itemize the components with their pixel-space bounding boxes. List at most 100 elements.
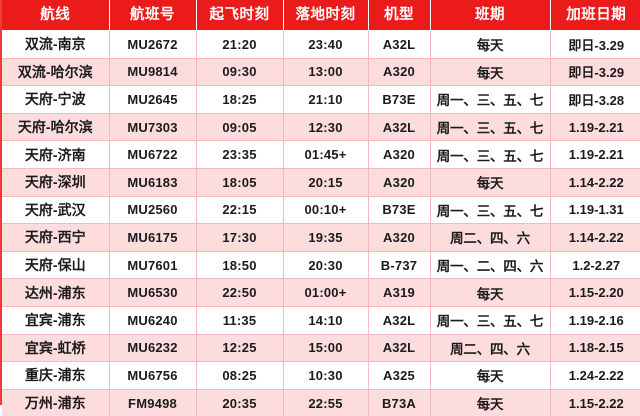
cell-arrival-time: 21:10 bbox=[283, 86, 368, 114]
cell-flight-no: MU6175 bbox=[109, 224, 196, 252]
column-header-period: 加班日期 bbox=[550, 0, 640, 31]
cell-departure-time: 11:35 bbox=[196, 306, 283, 334]
cell-extra-flight-period: 即日-3.29 bbox=[550, 31, 640, 59]
cell-route: 天府-深圳 bbox=[2, 168, 109, 196]
cell-flight-no: MU6530 bbox=[109, 279, 196, 307]
cell-operating-days: 每天 bbox=[430, 58, 550, 86]
cell-route: 宜宾-虹桥 bbox=[2, 334, 109, 362]
column-header-aircraft: 机型 bbox=[368, 0, 430, 31]
cell-arrival-time: 22:55 bbox=[283, 389, 368, 416]
cell-departure-time: 18:50 bbox=[196, 251, 283, 279]
cell-extra-flight-period: 1.19-1.31 bbox=[550, 196, 640, 224]
cell-aircraft-type: A319 bbox=[368, 279, 430, 307]
cell-operating-days: 每天 bbox=[430, 389, 550, 416]
cell-departure-time: 18:25 bbox=[196, 86, 283, 114]
cell-aircraft-type: A320 bbox=[368, 168, 430, 196]
cell-route: 宜宾-浦东 bbox=[2, 306, 109, 334]
cell-extra-flight-period: 1.24-2.22 bbox=[550, 362, 640, 390]
column-header-flight-no: 航班号 bbox=[109, 0, 196, 31]
cell-flight-no: MU9814 bbox=[109, 58, 196, 86]
cell-route: 天府-西宁 bbox=[2, 224, 109, 252]
cell-extra-flight-period: 1.19-2.16 bbox=[550, 306, 640, 334]
cell-operating-days: 周一、三、五、七 bbox=[430, 306, 550, 334]
cell-departure-time: 17:30 bbox=[196, 224, 283, 252]
cell-aircraft-type: B-737 bbox=[368, 251, 430, 279]
cell-operating-days: 周一、三、五、七 bbox=[430, 113, 550, 141]
cell-arrival-time: 19:35 bbox=[283, 224, 368, 252]
cell-extra-flight-period: 1.2-2.27 bbox=[550, 251, 640, 279]
cell-aircraft-type: A32L bbox=[368, 334, 430, 362]
cell-extra-flight-period: 1.14-2.22 bbox=[550, 168, 640, 196]
cell-operating-days: 每天 bbox=[430, 362, 550, 390]
table-header: 航线 航班号 起飞时刻 落地时刻 机型 班期 加班日期 bbox=[2, 0, 640, 31]
cell-operating-days: 周一、三、五、七 bbox=[430, 86, 550, 114]
cell-flight-no: MU6722 bbox=[109, 141, 196, 169]
cell-route: 万州-浦东 bbox=[2, 389, 109, 416]
column-header-arrival: 落地时刻 bbox=[283, 0, 368, 31]
cell-aircraft-type: B73E bbox=[368, 86, 430, 114]
cell-departure-time: 12:25 bbox=[196, 334, 283, 362]
cell-departure-time: 23:35 bbox=[196, 141, 283, 169]
cell-flight-no: MU7601 bbox=[109, 251, 196, 279]
cell-route: 天府-济南 bbox=[2, 141, 109, 169]
cell-route: 天府-武汉 bbox=[2, 196, 109, 224]
cell-extra-flight-period: 1.19-2.21 bbox=[550, 141, 640, 169]
cell-arrival-time: 20:15 bbox=[283, 168, 368, 196]
cell-flight-no: MU2645 bbox=[109, 86, 196, 114]
cell-flight-no: FM9498 bbox=[109, 389, 196, 416]
cell-flight-no: MU6756 bbox=[109, 362, 196, 390]
cell-extra-flight-period: 1.18-2.15 bbox=[550, 334, 640, 362]
cell-extra-flight-period: 1.14-2.22 bbox=[550, 224, 640, 252]
cell-aircraft-type: B73A bbox=[368, 389, 430, 416]
cell-extra-flight-period: 1.19-2.21 bbox=[550, 113, 640, 141]
cell-arrival-time: 01:45+ bbox=[283, 141, 368, 169]
cell-departure-time: 22:50 bbox=[196, 279, 283, 307]
cell-route: 重庆-浦东 bbox=[2, 362, 109, 390]
column-header-departure: 起飞时刻 bbox=[196, 0, 283, 31]
cell-flight-no: MU6240 bbox=[109, 306, 196, 334]
cell-extra-flight-period: 1.15-2.22 bbox=[550, 389, 640, 416]
cell-arrival-time: 10:30 bbox=[283, 362, 368, 390]
cell-aircraft-type: A325 bbox=[368, 362, 430, 390]
cell-arrival-time: 15:00 bbox=[283, 334, 368, 362]
cell-extra-flight-period: 即日-3.29 bbox=[550, 58, 640, 86]
cell-aircraft-type: A32L bbox=[368, 31, 430, 59]
cell-arrival-time: 13:00 bbox=[283, 58, 368, 86]
cell-aircraft-type: A320 bbox=[368, 141, 430, 169]
cell-route: 天府-哈尔滨 bbox=[2, 113, 109, 141]
cell-departure-time: 08:25 bbox=[196, 362, 283, 390]
cell-extra-flight-period: 即日-3.28 bbox=[550, 86, 640, 114]
cell-flight-no: MU2560 bbox=[109, 196, 196, 224]
cell-aircraft-type: A320 bbox=[368, 58, 430, 86]
cell-operating-days: 周二、四、六 bbox=[430, 334, 550, 362]
cell-arrival-time: 01:00+ bbox=[283, 279, 368, 307]
cell-departure-time: 09:30 bbox=[196, 58, 283, 86]
cell-flight-no: MU2672 bbox=[109, 31, 196, 59]
cell-operating-days: 周二、四、六 bbox=[430, 224, 550, 252]
cell-operating-days: 周一、三、五、七 bbox=[430, 196, 550, 224]
cell-departure-time: 22:15 bbox=[196, 196, 283, 224]
cell-aircraft-type: B73E bbox=[368, 196, 430, 224]
cell-arrival-time: 23:40 bbox=[283, 31, 368, 59]
cell-aircraft-type: A32L bbox=[368, 306, 430, 334]
cell-operating-days: 周一、二、四、六 bbox=[430, 251, 550, 279]
cell-aircraft-type: A32L bbox=[368, 113, 430, 141]
cell-departure-time: 18:05 bbox=[196, 168, 283, 196]
